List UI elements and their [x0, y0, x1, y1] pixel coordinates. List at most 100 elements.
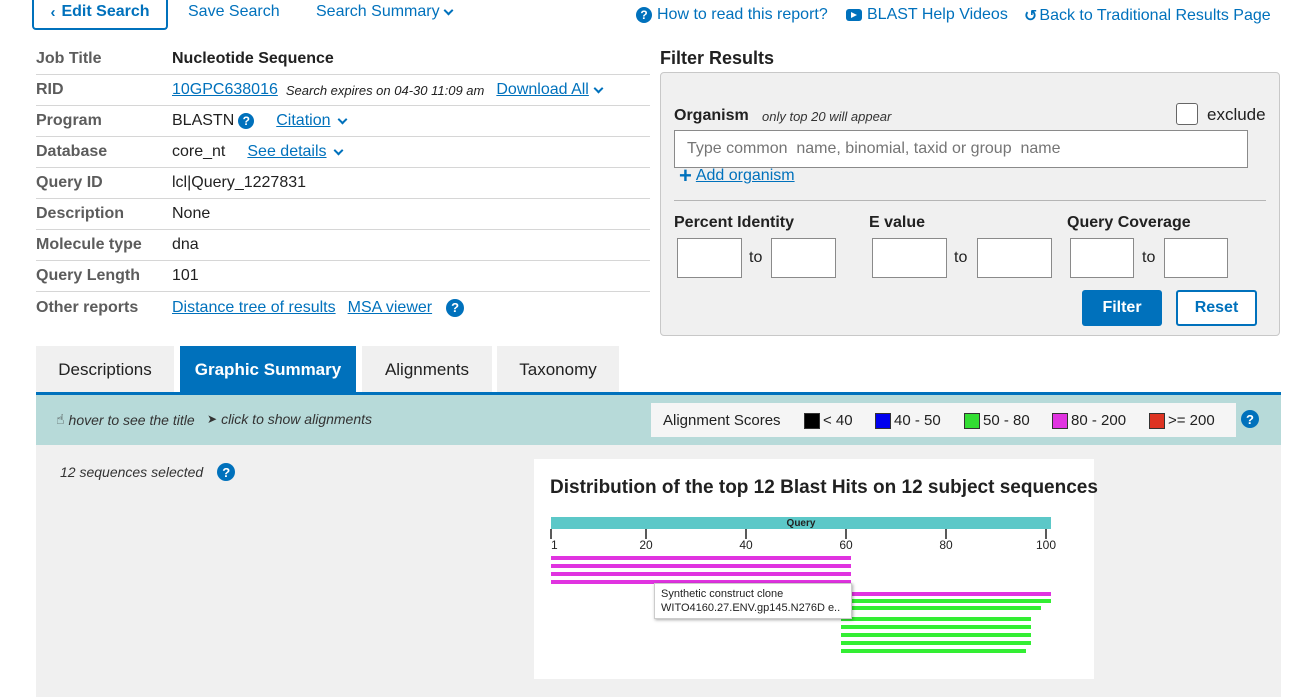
- alignment-scores-legend: Alignment Scores < 40 40 - 50 50 - 80 80…: [651, 403, 1236, 437]
- edit-search-button[interactable]: ‹ Edit Search: [32, 0, 168, 30]
- chevron-down-icon[interactable]: [593, 83, 604, 93]
- hit-bar[interactable]: [551, 556, 851, 560]
- search-summary-label: Search Summary: [316, 3, 440, 20]
- tab-alignments[interactable]: Alignments: [362, 346, 492, 394]
- hit-bar[interactable]: [841, 641, 1031, 645]
- query-id-value: lcl|Query_1227831: [172, 174, 307, 191]
- score-swatch: [1052, 412, 1068, 429]
- score-label: 50 - 80: [983, 412, 1030, 429]
- score-swatch: [1149, 412, 1165, 429]
- exclude-checkbox[interactable]: [1176, 103, 1198, 125]
- help-icon[interactable]: ?: [1241, 410, 1259, 428]
- molecule-value: dna: [172, 236, 199, 253]
- other-reports-row: Other reports Distance tree of results M…: [36, 292, 650, 323]
- hit-bar[interactable]: [551, 580, 851, 584]
- plus-icon: +: [679, 163, 692, 188]
- search-summary-dropdown[interactable]: Search Summary: [316, 3, 454, 21]
- see-details-link[interactable]: See details: [247, 143, 327, 160]
- tooltip-line-1: Synthetic construct clone: [661, 588, 784, 600]
- hit-bar[interactable]: [841, 625, 1031, 629]
- help-icon[interactable]: ?: [217, 463, 236, 481]
- e-value-max-input[interactable]: [977, 238, 1052, 278]
- tab-descriptions[interactable]: Descriptions: [36, 346, 174, 394]
- hit-bar[interactable]: [851, 599, 1051, 603]
- database-label: Database: [36, 143, 108, 160]
- how-to-read-label: How to read this report?: [657, 6, 828, 23]
- query-bar: [551, 517, 1051, 529]
- organism-note: only top 20 will appear: [762, 109, 892, 124]
- back-traditional-label: Back to Traditional Results Page: [1039, 7, 1271, 24]
- filter-divider: [674, 200, 1266, 201]
- save-search-link[interactable]: Save Search: [188, 3, 280, 21]
- database-value: core_nt: [172, 143, 226, 160]
- percent-identity-min-input[interactable]: [677, 238, 742, 278]
- reset-button[interactable]: Reset: [1176, 290, 1257, 326]
- distribution-title: Distribution of the top 12 Blast Hits on…: [550, 477, 1098, 498]
- description-row: Description None: [36, 199, 650, 230]
- help-icon[interactable]: ?: [446, 298, 465, 317]
- job-title-row: Job Title Nucleotide Sequence: [36, 44, 650, 75]
- tick-label: 1: [551, 538, 558, 552]
- hit-bar[interactable]: [841, 649, 1026, 653]
- sequences-selected: 12 sequences selected ?: [60, 463, 236, 481]
- tick-label: 20: [639, 538, 653, 552]
- job-info-table: Job Title Nucleotide Sequence RID 10GPC6…: [36, 44, 650, 323]
- job-title-value: Nucleotide Sequence: [172, 50, 334, 67]
- score-legend-item: 50 - 80: [964, 412, 1030, 429]
- job-title-label: Job Title: [36, 50, 102, 67]
- score-legend-item: 40 - 50: [875, 412, 941, 429]
- tab-taxonomy[interactable]: Taxonomy: [497, 346, 619, 394]
- score-label: >= 200: [1168, 412, 1215, 429]
- filter-panel: Organism only top 20 will appear exclude…: [660, 72, 1280, 336]
- video-icon: [846, 9, 862, 21]
- msa-viewer-link[interactable]: MSA viewer: [347, 298, 433, 316]
- rid-link[interactable]: 10GPC638016: [172, 81, 278, 98]
- hit-bar[interactable]: [851, 592, 1051, 596]
- filter-results-title: Filter Results: [660, 48, 775, 68]
- help-icon[interactable]: ?: [238, 113, 255, 129]
- citation-link[interactable]: Citation: [276, 112, 331, 129]
- query-coverage-max-input[interactable]: [1164, 238, 1228, 278]
- hit-bar[interactable]: [551, 564, 851, 568]
- database-row: Database core_nt See details: [36, 137, 650, 168]
- hover-hint-text: hover to see the title: [68, 411, 195, 428]
- score-label: 80 - 200: [1071, 412, 1127, 429]
- score-label: 40 - 50: [894, 412, 941, 429]
- alignment-scores-label: Alignment Scores: [663, 412, 781, 429]
- filter-button[interactable]: Filter: [1082, 290, 1162, 326]
- score-swatch: [875, 412, 891, 429]
- e-value-min-input[interactable]: [872, 238, 947, 278]
- organism-label: Organism: [674, 107, 749, 124]
- chevron-down-icon[interactable]: [337, 114, 347, 124]
- percent-identity-max-input[interactable]: [771, 238, 836, 278]
- to-label: to: [749, 249, 763, 266]
- add-organism-link[interactable]: + Add organism: [679, 163, 795, 188]
- help-videos-link[interactable]: BLAST Help Videos: [846, 6, 1008, 24]
- back-traditional-link[interactable]: ↺ Back to Traditional Results Page: [1024, 6, 1271, 26]
- organism-input[interactable]: [674, 130, 1248, 168]
- program-value: BLASTN: [172, 112, 235, 129]
- distance-tree-link[interactable]: Distance tree of results: [172, 298, 336, 316]
- distribution-chart: Query 1 20 40 60 80 100: [550, 517, 1056, 653]
- molecule-label: Molecule type: [36, 236, 142, 253]
- other-reports-label: Other reports: [36, 298, 139, 316]
- query-length-row: Query Length 101: [36, 261, 650, 292]
- hit-bar[interactable]: [841, 617, 1031, 621]
- query-id-label: Query ID: [36, 174, 103, 191]
- molecule-row: Molecule type dna: [36, 230, 650, 261]
- exclude-label: exclude: [1207, 105, 1266, 124]
- download-all-link[interactable]: Download All: [496, 81, 589, 98]
- help-videos-label: BLAST Help Videos: [867, 6, 1008, 23]
- score-legend-item: >= 200: [1149, 412, 1215, 429]
- hit-bar[interactable]: [846, 606, 1041, 610]
- hit-bar[interactable]: [841, 633, 1031, 637]
- tab-underline: [36, 392, 1281, 395]
- hit-bar[interactable]: [551, 572, 851, 576]
- score-swatch: [964, 412, 980, 429]
- how-to-read-link[interactable]: ? How to read this report?: [636, 6, 828, 24]
- pointer-hand-icon: ☝: [56, 411, 65, 427]
- tab-graphic-summary[interactable]: Graphic Summary: [180, 346, 356, 394]
- click-hint-text: click to show alignments: [221, 411, 373, 427]
- chevron-down-icon[interactable]: [333, 145, 343, 155]
- query-coverage-min-input[interactable]: [1070, 238, 1134, 278]
